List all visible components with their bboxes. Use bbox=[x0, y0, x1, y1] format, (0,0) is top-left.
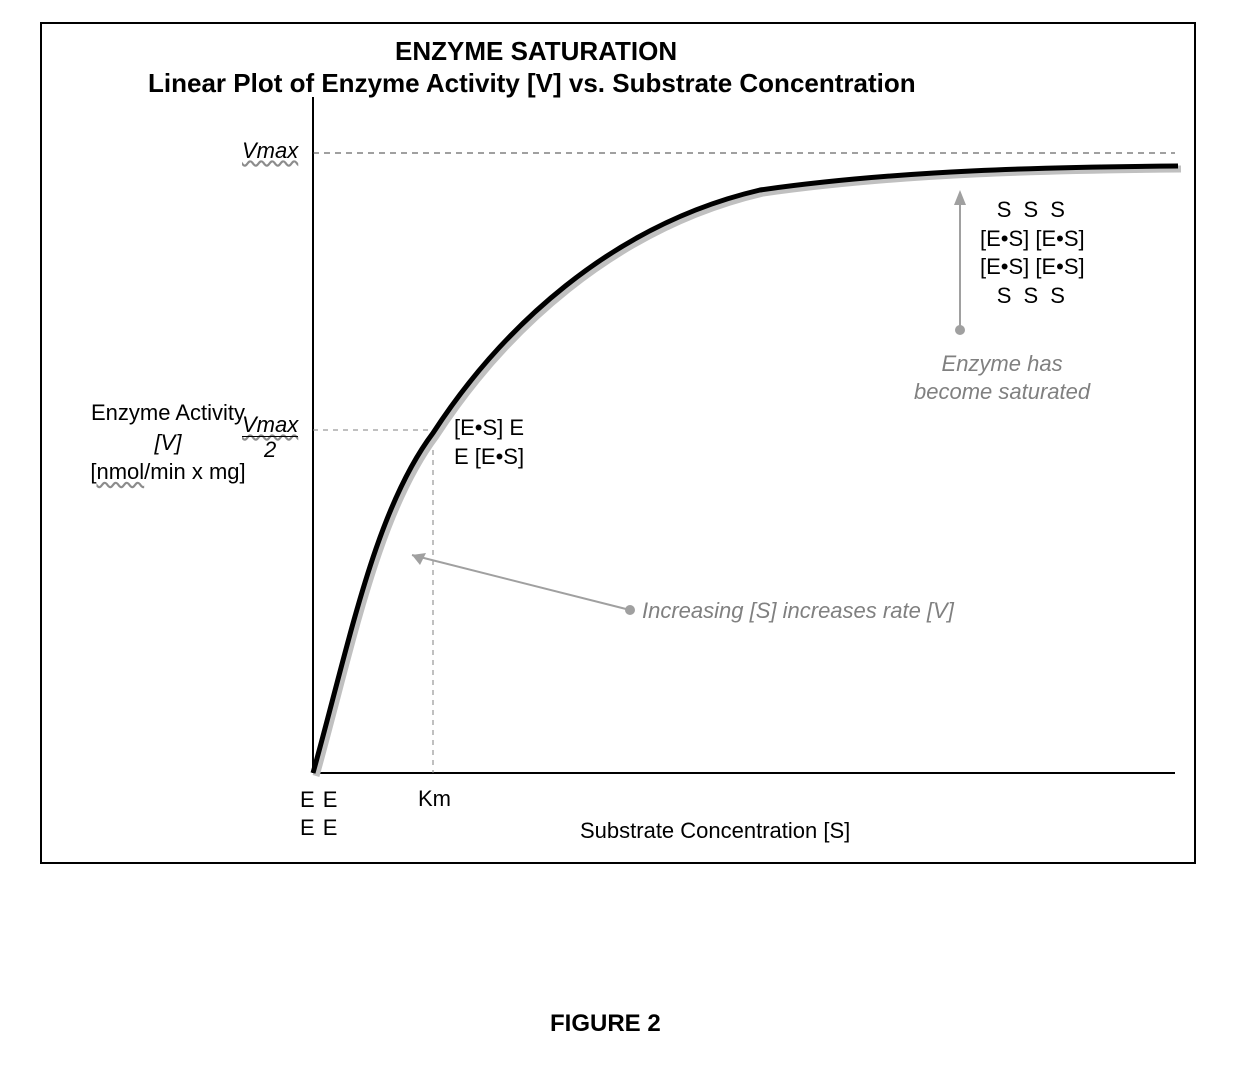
mid-complex-l1: [E•S] E bbox=[454, 414, 524, 443]
mid-complex-l2: E [E•S] bbox=[454, 443, 524, 472]
saturated-caption-l2: become saturated bbox=[914, 378, 1090, 406]
saturated-l2: [E•S] [E•S] bbox=[980, 225, 1085, 254]
saturated-arrow-head-top bbox=[954, 190, 966, 205]
saturated-l1: S S S bbox=[980, 196, 1085, 225]
saturated-l4: S S S bbox=[980, 282, 1085, 311]
origin-enzymes-l1: E E bbox=[300, 786, 338, 814]
increasing-arrow-line bbox=[412, 555, 630, 610]
saturated-complex: S S S [E•S] [E•S] [E•S] [E•S] S S S bbox=[980, 196, 1085, 310]
origin-enzymes: E E E E bbox=[300, 786, 338, 841]
increasing-caption: Increasing [S] increases rate [V] bbox=[642, 598, 954, 624]
increasing-arrow-dot-right bbox=[625, 605, 635, 615]
saturated-caption: Enzyme has become saturated bbox=[914, 350, 1090, 405]
saturated-caption-l1: Enzyme has bbox=[914, 350, 1090, 378]
figure-caption: FIGURE 2 bbox=[550, 1010, 661, 1038]
half-vmax-label: Vmax 2 bbox=[242, 412, 298, 463]
x-axis-label: Substrate Concentration [S] bbox=[580, 818, 850, 844]
saturated-arrow-dot-bottom bbox=[955, 325, 965, 335]
km-label: Km bbox=[418, 786, 451, 812]
origin-enzymes-l2: E E bbox=[300, 814, 338, 842]
saturated-l3: [E•S] [E•S] bbox=[980, 253, 1085, 282]
vmax-label: Vmax bbox=[242, 138, 298, 164]
mid-complex: [E•S] E E [E•S] bbox=[454, 414, 524, 471]
